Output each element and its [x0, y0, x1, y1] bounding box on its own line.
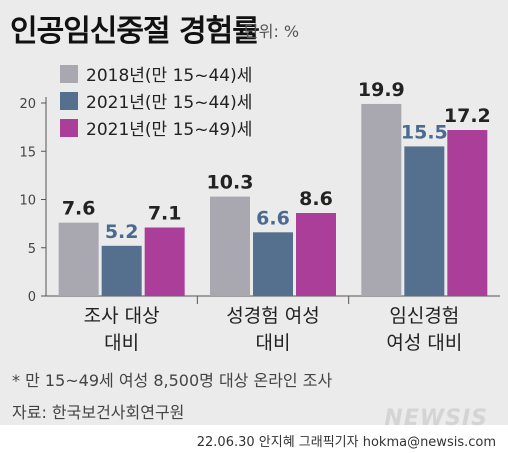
unit-label: 단위: % [244, 22, 300, 41]
legend-label-2021-44: 2021년(만 15~44)세 [86, 93, 253, 113]
x-category-label: 임신경험 [389, 305, 459, 327]
bar [447, 130, 488, 296]
bar [296, 213, 336, 296]
bar [404, 146, 445, 296]
chart-title: 인공임신중절 경험률 [10, 14, 260, 49]
x-category-label: 대비 [256, 332, 291, 354]
bar [253, 232, 293, 296]
y-tick-label: 20 [19, 97, 36, 112]
y-tick-label: 15 [19, 145, 36, 160]
x-category-label: 여성 대비 [386, 332, 462, 354]
credit-line: 22.06.30 안지혜 그래픽기자 hokma@newsis.com [196, 435, 496, 450]
legend-item-2018: 2018년(만 15~44)세 [60, 60, 252, 87]
legend: 2018년(만 15~44)세 2021년(만 15~44)세 2021년(만 … [60, 60, 252, 141]
bar-value-label: 19.9 [358, 79, 405, 101]
x-category-label: 조사 대상 [84, 305, 160, 327]
bar-value-label: 7.1 [148, 202, 182, 224]
x-category-label: 성경험 여성 [226, 305, 319, 327]
legend-swatch-2018 [60, 64, 78, 83]
bar-value-label: 8.6 [299, 188, 333, 210]
survey-note: * 만 15~49세 여성 8,500명 대상 온라인 조사 [12, 371, 333, 390]
bar [144, 227, 185, 296]
legend-item-2021-44: 2021년(만 15~44)세 [60, 87, 252, 114]
legend-swatch-2021-49 [60, 118, 78, 137]
watermark-logo: NEWSIS [384, 406, 488, 431]
source-text: 자료: 한국보건사회연구원 [12, 403, 185, 422]
x-category-label: 대비 [104, 332, 139, 354]
legend-label-2018: 2018년(만 15~44)세 [86, 66, 253, 86]
bar-value-label: 5.2 [105, 221, 139, 243]
legend-item-2021-49: 2021년(만 15~49)세 [60, 114, 252, 141]
y-tick-label: 10 [19, 194, 36, 209]
bar [101, 245, 142, 296]
bar-value-label: 6.6 [256, 207, 290, 229]
y-tick-label: 5 [28, 242, 36, 257]
y-tick-label: 0 [28, 290, 36, 305]
bar [361, 103, 402, 296]
legend-swatch-2021-44 [60, 91, 78, 110]
bar [210, 196, 250, 296]
bar [58, 222, 99, 296]
bar-value-label: 10.3 [207, 172, 254, 194]
bar-value-label: 17.2 [444, 105, 491, 127]
bar-value-label: 15.5 [401, 121, 448, 143]
bar-value-label: 7.6 [62, 198, 96, 220]
legend-label-2021-49: 2021년(만 15~49)세 [86, 120, 253, 140]
